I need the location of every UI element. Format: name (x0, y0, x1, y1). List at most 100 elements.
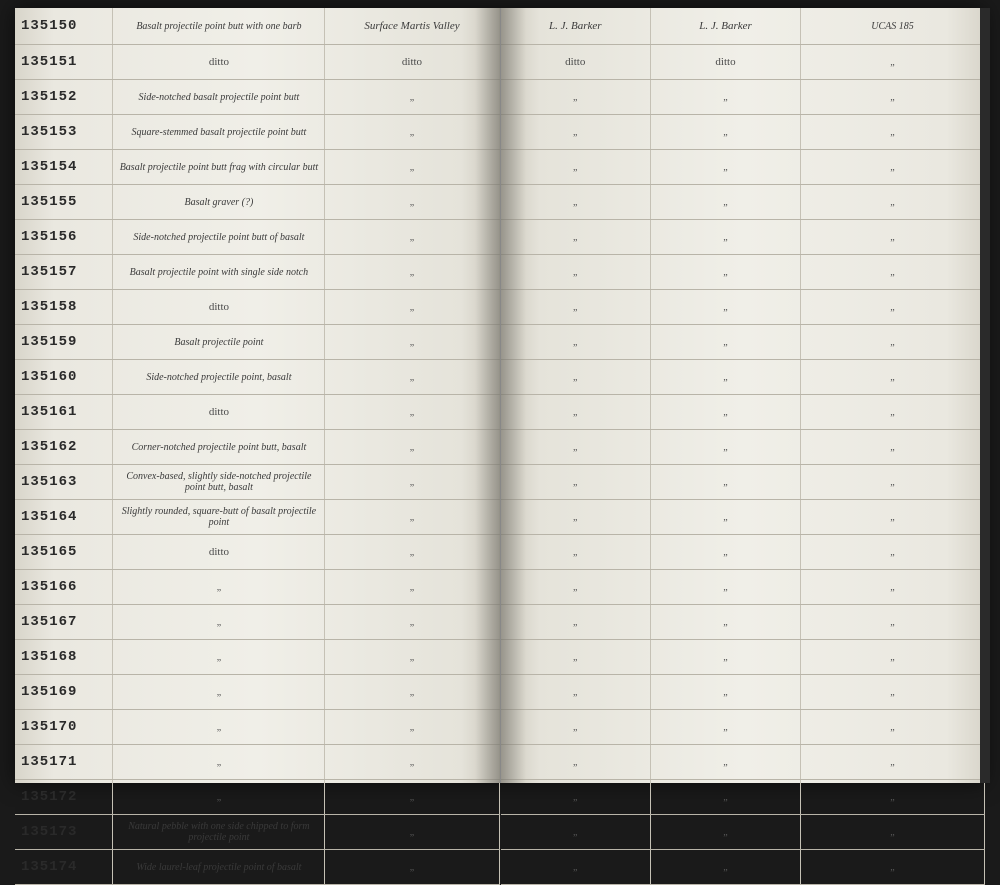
ledger-row: 135169„„ (15, 675, 499, 710)
ledger-row: 135154Basalt projectile point butt frag … (15, 150, 499, 185)
ledger-row: 135168„„ (15, 640, 499, 675)
reference-cell: „ (801, 150, 985, 185)
reference-cell: „ (801, 465, 985, 500)
location-cell: „ (325, 80, 499, 115)
ledger-row: dittoditto„ (501, 45, 985, 80)
location-cell: „ (325, 570, 499, 605)
donor-cell: ditto (651, 45, 801, 80)
ledger-row: „„„ (501, 255, 985, 290)
collector-cell: „ (501, 395, 651, 430)
description-cell: Basalt projectile point with single side… (113, 255, 325, 290)
catalog-id: 135165 (15, 535, 113, 570)
ledger-row: „„„ (501, 290, 985, 325)
ledger-row: „„„ (501, 395, 985, 430)
donor-cell: „ (651, 815, 801, 850)
location-cell: „ (325, 605, 499, 640)
reference-cell: „ (801, 360, 985, 395)
ledger-row: 135157Basalt projectile point with singl… (15, 255, 499, 290)
catalog-id: 135174 (15, 850, 113, 885)
left-page: 135150Basalt projectile point butt with … (15, 8, 501, 783)
collector-cell: „ (501, 80, 651, 115)
collector-cell: „ (501, 675, 651, 710)
description-cell: Side-notched basalt projectile point but… (113, 80, 325, 115)
description-cell: Basalt projectile point (113, 325, 325, 360)
location-cell: „ (325, 465, 499, 500)
left-ledger-table: 135150Basalt projectile point butt with … (15, 8, 500, 885)
reference-cell: „ (801, 605, 985, 640)
ledger-row: „„„ (501, 220, 985, 255)
donor-cell: „ (651, 465, 801, 500)
ledger-row: „„„ (501, 745, 985, 780)
ledger-row: 135167„„ (15, 605, 499, 640)
ledger-row: 135165ditto„ (15, 535, 499, 570)
donor-cell: „ (651, 850, 801, 885)
catalog-id: 135158 (15, 290, 113, 325)
right-ledger-table: L. J. BarkerL. J. BarkerUCAS 185dittodit… (501, 8, 986, 885)
collector-cell: „ (501, 255, 651, 290)
donor-cell: „ (651, 360, 801, 395)
donor-cell: „ (651, 150, 801, 185)
reference-cell: „ (801, 80, 985, 115)
location-cell: „ (325, 535, 499, 570)
description-cell: ditto (113, 535, 325, 570)
description-cell: „ (113, 710, 325, 745)
reference-cell: „ (801, 780, 985, 815)
location-cell: „ (325, 675, 499, 710)
location-cell: Surface Martis Valley (325, 8, 499, 45)
collector-cell: „ (501, 360, 651, 395)
catalog-id: 135156 (15, 220, 113, 255)
donor-cell: „ (651, 430, 801, 465)
ledger-row: „„„ (501, 325, 985, 360)
catalog-id: 135164 (15, 500, 113, 535)
catalog-id: 135151 (15, 45, 113, 80)
donor-cell: „ (651, 115, 801, 150)
ledger-row: 135172„„ (15, 780, 499, 815)
ledger-row: 135171„„ (15, 745, 499, 780)
reference-cell: „ (801, 45, 985, 80)
ledger-row: „„„ (501, 675, 985, 710)
description-cell: Basalt projectile point butt with one ba… (113, 8, 325, 45)
ledger-row: L. J. BarkerL. J. BarkerUCAS 185 (501, 8, 985, 45)
ledger-row: 135155Basalt graver (?)„ (15, 185, 499, 220)
location-cell: „ (325, 850, 499, 885)
description-cell: „ (113, 605, 325, 640)
description-cell: Square-stemmed basalt projectile point b… (113, 115, 325, 150)
location-cell: „ (325, 430, 499, 465)
location-cell: „ (325, 745, 499, 780)
donor-cell: L. J. Barker (651, 8, 801, 45)
description-cell: ditto (113, 290, 325, 325)
donor-cell: „ (651, 675, 801, 710)
ledger-row: „„„ (501, 500, 985, 535)
donor-cell: „ (651, 710, 801, 745)
catalog-id: 135161 (15, 395, 113, 430)
ledger-row: 135150Basalt projectile point butt with … (15, 8, 499, 45)
donor-cell: „ (651, 255, 801, 290)
reference-cell: „ (801, 220, 985, 255)
catalog-id: 135160 (15, 360, 113, 395)
ledger-row: „„„ (501, 815, 985, 850)
ledger-row: „„„ (501, 640, 985, 675)
donor-cell: „ (651, 780, 801, 815)
collector-cell: „ (501, 185, 651, 220)
collector-cell: „ (501, 850, 651, 885)
ledger-row: „„„ (501, 80, 985, 115)
ledger-row: 135163Convex-based, slightly side-notche… (15, 465, 499, 500)
catalog-id: 135150 (15, 8, 113, 45)
reference-cell: „ (801, 255, 985, 290)
catalog-id: 135170 (15, 710, 113, 745)
donor-cell: „ (651, 500, 801, 535)
donor-cell: „ (651, 605, 801, 640)
reference-cell: UCAS 185 (801, 8, 985, 45)
description-cell: Side-notched projectile point butt of ba… (113, 220, 325, 255)
catalog-id: 135169 (15, 675, 113, 710)
collector-cell: „ (501, 500, 651, 535)
ledger-row: „„„ (501, 185, 985, 220)
catalog-id: 135155 (15, 185, 113, 220)
reference-cell: „ (801, 675, 985, 710)
collector-cell: „ (501, 570, 651, 605)
ledger-row: 135159Basalt projectile point„ (15, 325, 499, 360)
catalog-id: 135172 (15, 780, 113, 815)
ledger-row: „„„ (501, 605, 985, 640)
location-cell: „ (325, 360, 499, 395)
reference-cell: „ (801, 745, 985, 780)
